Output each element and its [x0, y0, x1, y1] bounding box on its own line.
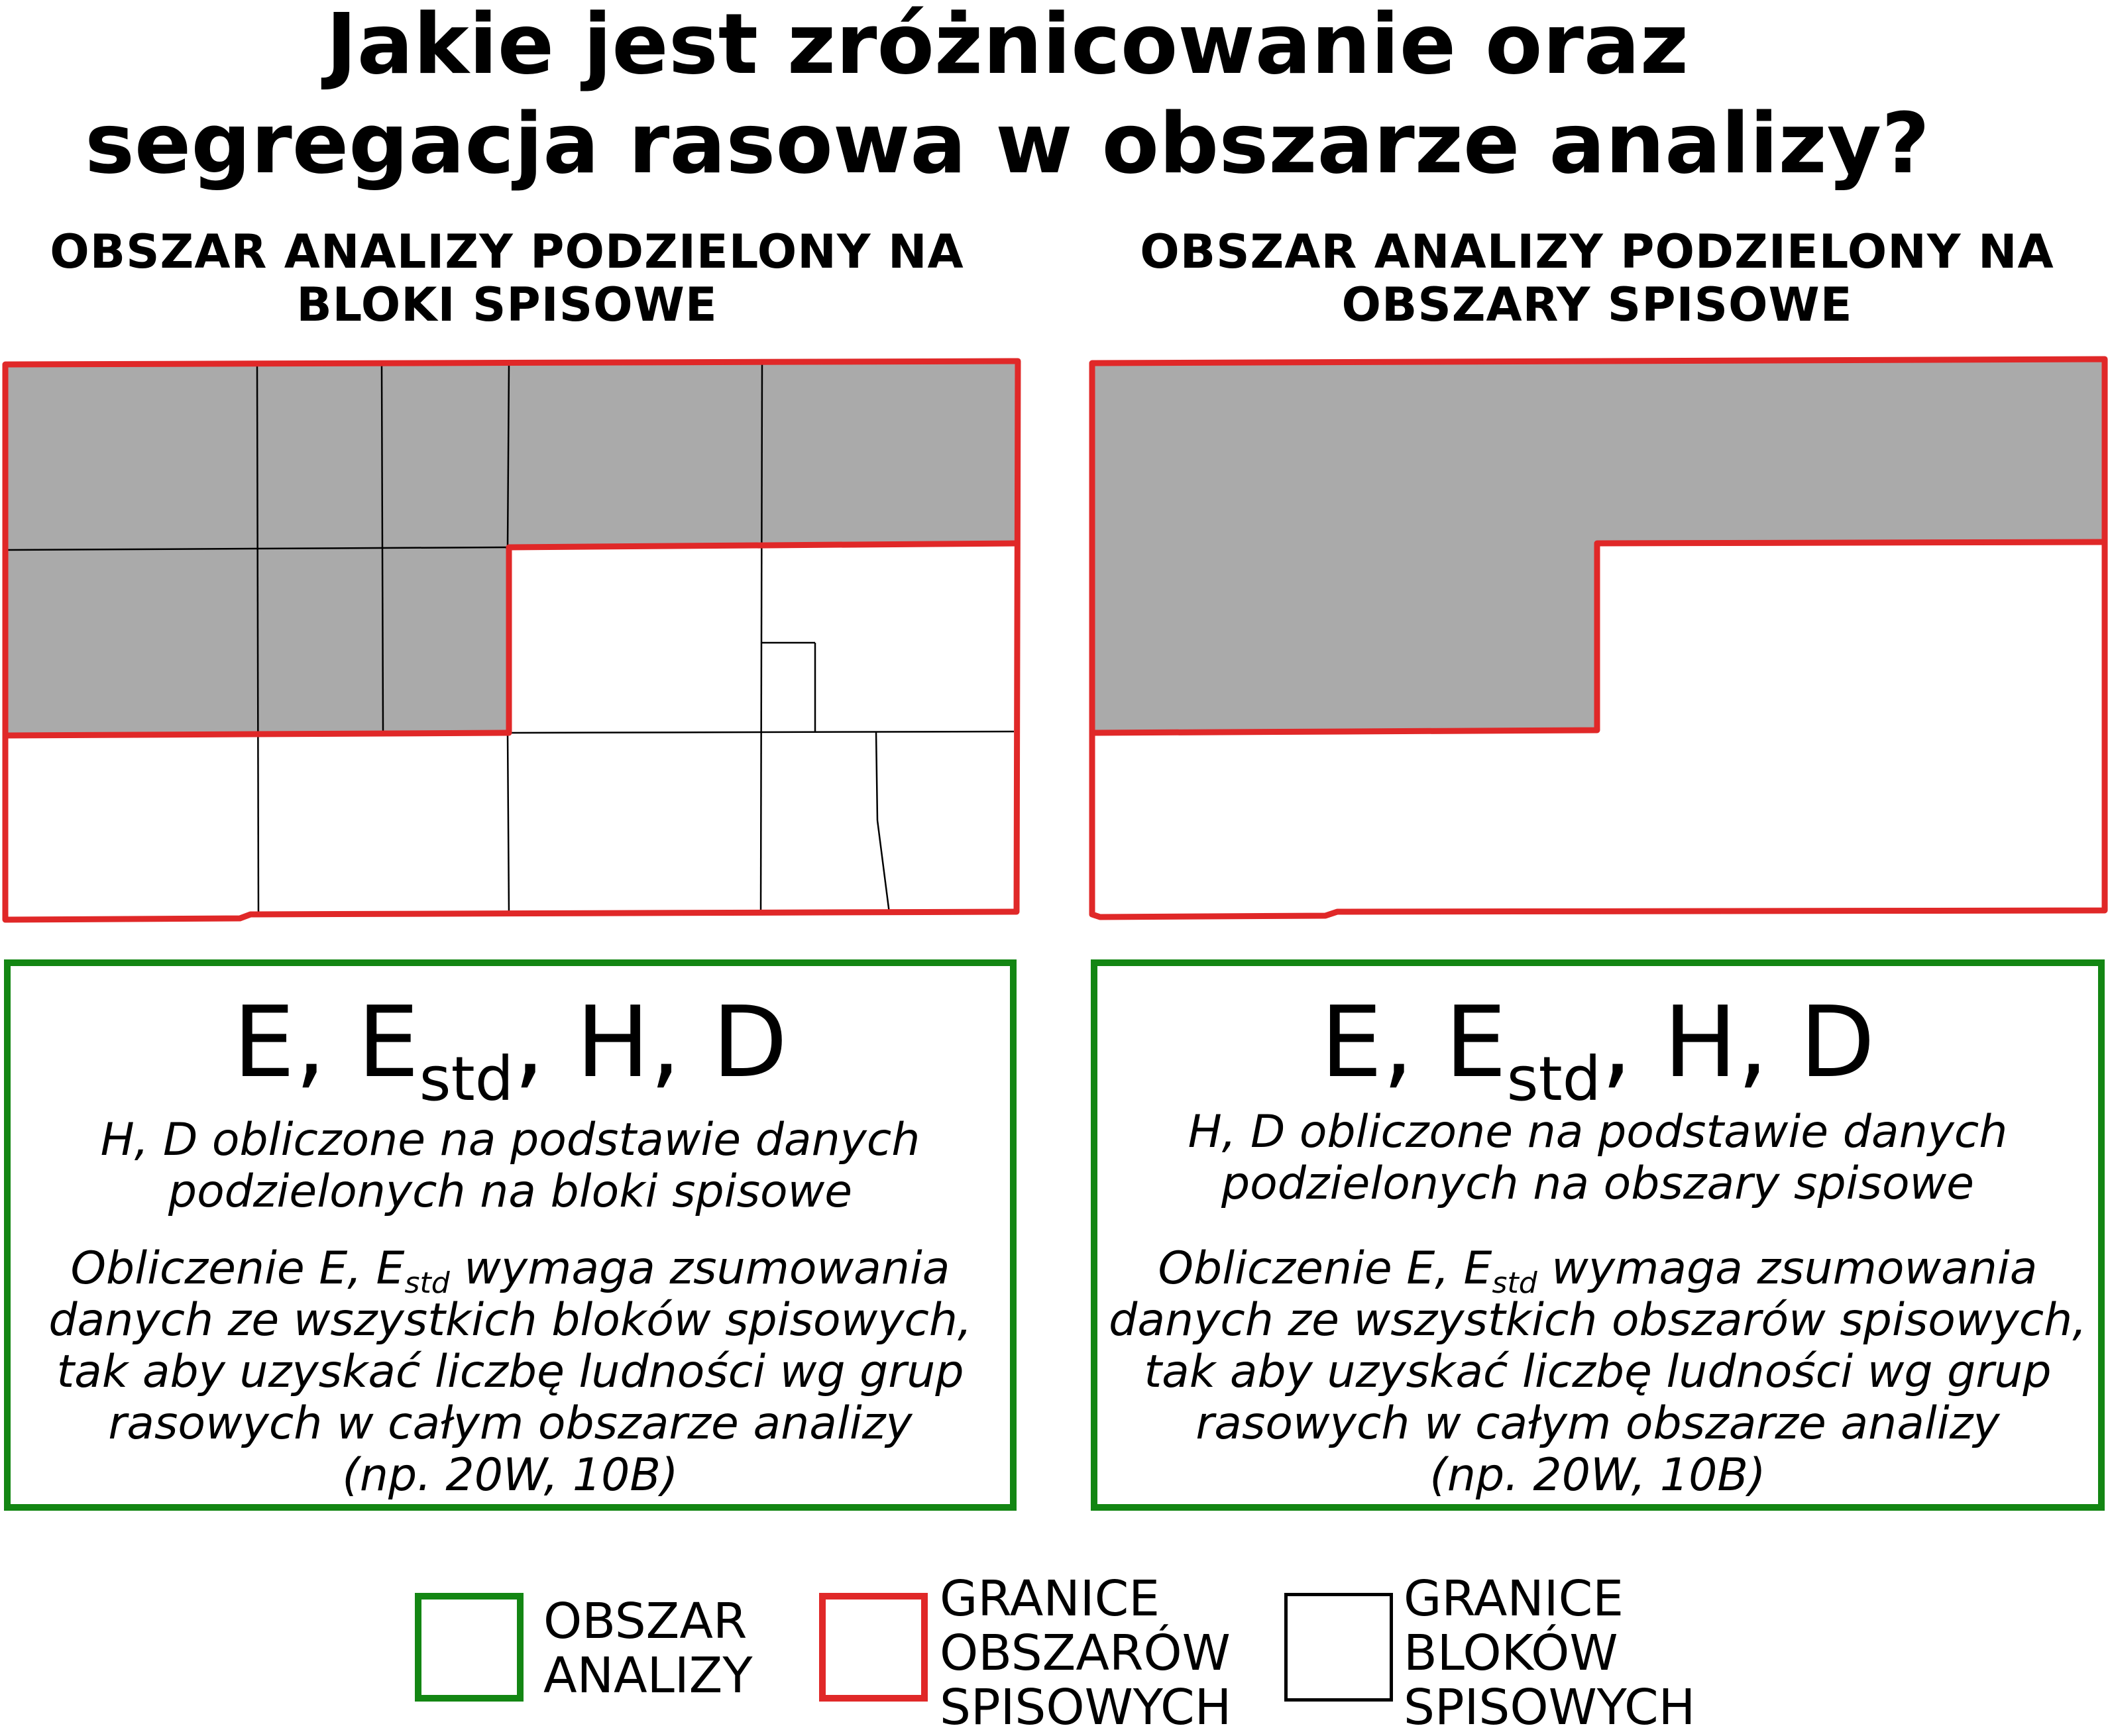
- maps-svg: [2, 356, 2108, 923]
- block-boundaries: [5, 362, 1015, 915]
- legend-tract-swatch: [819, 1593, 928, 1702]
- right-map-tracts: [1089, 356, 2108, 920]
- legend-block-label: GRANICE BLOKÓW SPISOWYCH: [1404, 1570, 1696, 1736]
- right-note-2: Obliczenie E, Estd wymaga zsumowania dan…: [1109, 1242, 2087, 1501]
- legend-analysis-area-swatch: [415, 1593, 524, 1702]
- right-note-1: H, D obliczone na podstawie danych podzi…: [1188, 1106, 2008, 1210]
- legend-tract-label: GRANICE OBSZARÓW SPISOWYCH: [940, 1570, 1232, 1736]
- right-analysis-box: E, Estd, H, D H, D obliczone na podstawi…: [1091, 959, 2105, 1511]
- right-shaded-tract: [1092, 359, 2105, 733]
- left-analysis-box: E, Estd, H, D H, D obliczone na podstawi…: [4, 959, 1017, 1511]
- tract-boundaries: [2, 358, 1021, 923]
- legend-analysis-area-label: OBSZAR ANALIZY: [543, 1593, 753, 1704]
- left-formula: E, Estd, H, D: [233, 985, 788, 1114]
- legend-block-swatch: [1284, 1593, 1393, 1702]
- title-line-2: segregacja rasowa w obszarze analizy?: [84, 95, 1930, 192]
- right-panel-heading: OBSZAR ANALIZY PODZIELONY NA OBSZARY SPI…: [1140, 225, 2054, 332]
- right-formula: E, Estd, H, D: [1320, 985, 1875, 1114]
- right-tract-boundaries: [1089, 356, 2108, 920]
- title-line-1: Jakie jest zróżnicowanie oraz: [325, 0, 1689, 93]
- left-map-blocks: [2, 358, 1021, 923]
- left-note-1: H, D obliczone na podstawie danych podzi…: [100, 1114, 920, 1218]
- left-panel-heading: OBSZAR ANALIZY PODZIELONY NA BLOKI SPISO…: [50, 225, 964, 332]
- left-note-2: Obliczenie E, Estd wymaga zsumowania dan…: [48, 1242, 972, 1501]
